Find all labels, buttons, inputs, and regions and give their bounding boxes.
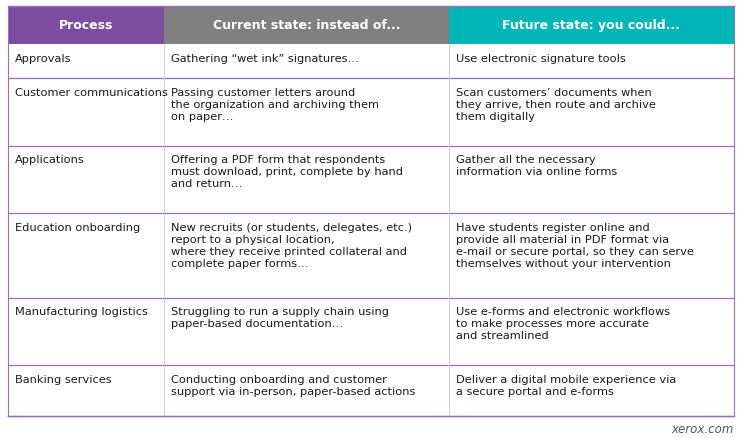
Text: Passing customer letters around
the organization and archiving them
on paper…: Passing customer letters around the orga…	[171, 88, 379, 122]
Text: Gathering “wet ink” signatures…: Gathering “wet ink” signatures…	[171, 53, 359, 64]
Text: Use electronic signature tools: Use electronic signature tools	[456, 53, 626, 64]
Text: Manufacturing logistics: Manufacturing logistics	[15, 307, 148, 317]
Bar	[8, 45, 734, 79]
Text: Gather all the necessary
information via online forms: Gather all the necessary information via…	[456, 155, 617, 177]
Bar	[8, 214, 734, 298]
Text: Use e-forms and electronic workflows
to make processes more accurate
and streaml: Use e-forms and electronic workflows to …	[456, 307, 670, 340]
Bar	[449, 7, 734, 45]
Text: Struggling to run a supply chain using
paper-based documentation…: Struggling to run a supply chain using p…	[171, 307, 389, 328]
Bar	[8, 79, 734, 146]
Text: Have students register online and
provide all material in PDF format via
e-mail : Have students register online and provid…	[456, 223, 694, 268]
Text: Offering a PDF form that respondents
must download, print, complete by hand
and : Offering a PDF form that respondents mus…	[171, 155, 403, 189]
Text: New recruits (or students, delegates, etc.)
report to a physical location,
where: New recruits (or students, delegates, et…	[171, 223, 412, 268]
Bar	[8, 365, 734, 416]
Text: Current state: instead of...: Current state: instead of...	[213, 19, 400, 32]
Text: Deliver a digital mobile experience via
a secure portal and e-forms: Deliver a digital mobile experience via …	[456, 374, 676, 396]
Text: Approvals: Approvals	[15, 53, 71, 64]
Text: Scan customers’ documents when
they arrive, then route and archive
them digitall: Scan customers’ documents when they arri…	[456, 88, 656, 122]
Text: Process: Process	[59, 19, 114, 32]
Text: Future state: you could...: Future state: you could...	[502, 19, 680, 32]
Text: Applications: Applications	[15, 155, 85, 165]
Text: Banking services: Banking services	[15, 374, 111, 384]
Text: xerox.com: xerox.com	[672, 422, 734, 434]
Text: Conducting onboarding and customer
support via in-person, paper-based actions: Conducting onboarding and customer suppo…	[171, 374, 416, 396]
Bar	[164, 7, 449, 45]
Bar	[8, 298, 734, 365]
Text: Education onboarding: Education onboarding	[15, 223, 140, 233]
Bar	[8, 146, 734, 214]
Text: Customer communications: Customer communications	[15, 88, 168, 98]
Bar	[8, 7, 164, 45]
